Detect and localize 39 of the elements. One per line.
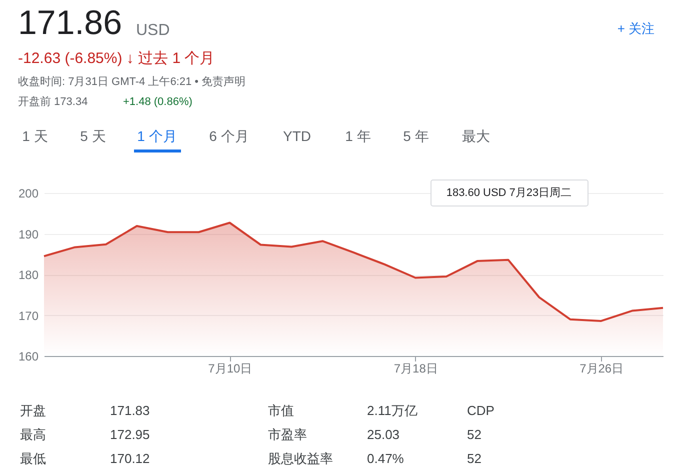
- text: 1 个月: [137, 128, 177, 144]
- text: 171.83: [110, 403, 150, 418]
- text: +1.48 (0.86%): [123, 96, 192, 108]
- text: 0.47%: [367, 451, 404, 466]
- text: YTD: [283, 128, 311, 144]
- text: 5 天: [80, 128, 106, 144]
- text: CDP: [467, 403, 494, 418]
- y-tick-label: 180: [18, 268, 39, 282]
- text: + 关注: [617, 21, 655, 36]
- x-tick-label: 7月26日: [580, 362, 624, 376]
- text: 172.95: [110, 427, 150, 442]
- y-tick-label: 190: [18, 227, 39, 242]
- text: 市值: [268, 403, 294, 418]
- annotation: 183.60 USD 7月23日周二: [446, 187, 572, 199]
- text: 开盘前 173.34: [18, 96, 88, 108]
- text: USD: [136, 22, 170, 39]
- text: 最低: [20, 451, 46, 466]
- text: 6 个月: [209, 128, 249, 144]
- text: 最大: [462, 128, 490, 144]
- text: 170.12: [110, 451, 150, 466]
- text: 52: [467, 427, 482, 442]
- text: 2.11万亿: [367, 403, 418, 418]
- text: 1 天: [22, 128, 48, 144]
- text: 收盘时间: 7月31日 GMT-4 上午6:21 • 免责声明: [18, 75, 246, 88]
- y-tick-label: 200: [18, 186, 39, 200]
- text: 1 年: [345, 128, 371, 144]
- x-tick-label: 7月10日: [208, 362, 252, 376]
- x-tick-label: 7月18日: [394, 362, 438, 376]
- text: 最高: [20, 427, 46, 442]
- text: 25.03: [367, 427, 400, 442]
- text: 市盈率: [268, 427, 307, 442]
- y-tick-label: 160: [18, 350, 39, 364]
- text: 5 年: [403, 128, 429, 144]
- chart-title: 171.86: [18, 4, 122, 42]
- y-tick-label: 170: [18, 308, 39, 323]
- text: 开盘: [20, 403, 46, 418]
- text: 股息收益率: [268, 451, 333, 466]
- text: -12.63 (-6.85%) ↓ 过去 1 个月: [18, 50, 215, 67]
- text: 52: [467, 451, 482, 466]
